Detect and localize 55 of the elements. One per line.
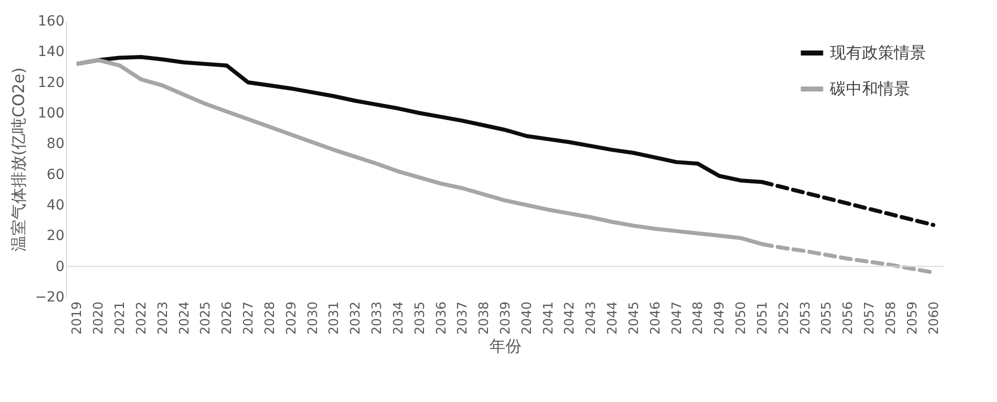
x-tick-label: 2022 [134,302,150,335]
x-tick-label: 2027 [242,302,257,335]
y-tick-label: 160 [38,14,64,30]
x-tick-label: 2044 [606,302,621,335]
y-tick-label: 140 [38,44,64,60]
x-tick-label: 2028 [262,302,278,335]
x-tick-label: 2052 [776,302,792,335]
x-tick-label: 2041 [541,302,556,335]
x-tick-label: 2048 [691,302,706,335]
x-tick-label: 2032 [348,302,364,335]
legend-label: 现有政策情景 [830,43,926,62]
x-tick-label: 2059 [905,302,920,335]
x-tick-label: 2045 [626,302,642,335]
y-tick-label: 40 [46,198,64,214]
x-tick-label: 2038 [477,302,492,335]
y-tick-label: 60 [46,166,64,183]
y-tick-label: 120 [38,74,64,91]
x-tick-label: 2026 [220,302,236,335]
x-tick-label: 2049 [712,302,728,335]
x-tick-label: 2031 [327,302,342,335]
x-tick-label: 2039 [498,302,514,335]
x-tick-label: 2055 [820,302,835,335]
y-tick-label: 80 [46,136,64,152]
x-tick-label: 2056 [841,302,856,335]
x-tick-label: 2025 [198,302,214,335]
x-tick-label: 2020 [92,302,107,335]
x-tick-label: 2043 [584,302,600,335]
x-axis-title: 年份 [490,336,522,356]
x-tick-label: 2047 [670,302,685,335]
x-tick-label: 2029 [284,302,300,335]
y-axis-title: 温室气体排放(亿吨CO2e) [8,67,28,252]
y-tick-label: 20 [46,228,64,244]
x-tick-label: 2019 [70,302,86,335]
x-tick-label: 2023 [156,302,171,335]
x-tick-label: 2060 [926,302,942,335]
y-tick-label: 0 [56,258,64,275]
x-tick-label: 2057 [862,302,878,335]
x-tick-label: 2053 [798,302,814,335]
x-tick-label: 2037 [456,302,471,335]
x-tick-label: 2051 [755,302,770,335]
x-tick-label: 2058 [884,302,899,335]
y-tick-label: −20 [34,290,64,306]
y-tick-label: 100 [38,106,64,122]
x-tick-label: 2021 [113,302,128,335]
x-tick-label: 2036 [434,302,450,335]
x-tick-label: 2030 [306,302,321,335]
x-tick-label: 2042 [562,302,578,335]
x-tick-label: 2040 [520,302,535,335]
x-tick-label: 2033 [370,302,386,335]
x-tick-label: 2035 [412,302,428,335]
x-tick-label: 2024 [177,302,192,335]
x-tick-label: 2034 [391,302,406,335]
x-tick-label: 2046 [648,302,664,335]
legend-label: 碳中和情景 [829,79,910,98]
x-tick-label: 2050 [734,302,750,335]
